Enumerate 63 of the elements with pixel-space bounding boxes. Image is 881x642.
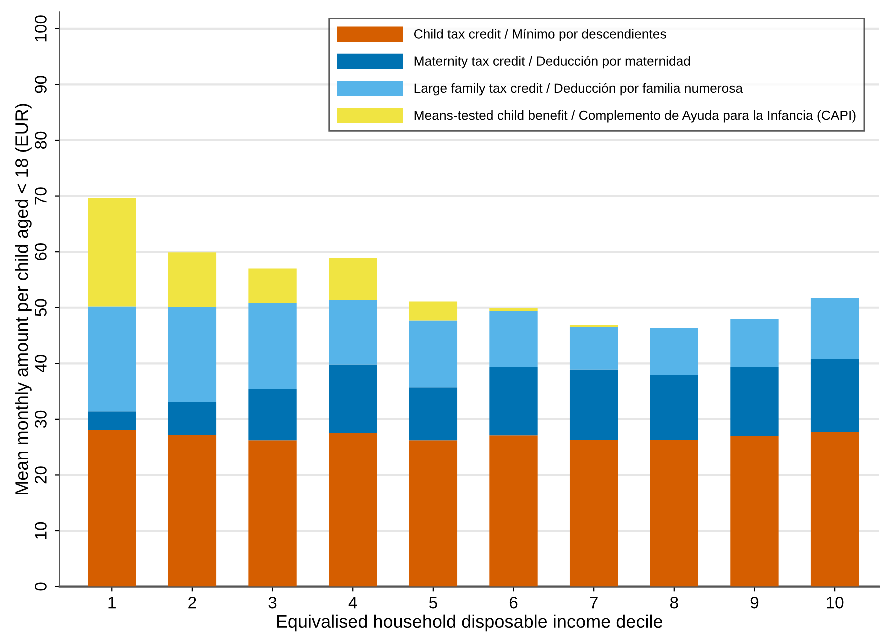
x-tick-label: 9 bbox=[750, 596, 759, 609]
bar bbox=[490, 436, 538, 587]
x-tick-label: 4 bbox=[348, 597, 358, 609]
bar bbox=[88, 306, 136, 412]
y-tick-label: 90 bbox=[35, 76, 47, 94]
y-axis-title: Mean monthly amount per child aged < 18 (EUR) bbox=[15, 104, 32, 494]
x-tick-label: 1 bbox=[108, 597, 116, 609]
y-tick-label: 70 bbox=[35, 188, 47, 205]
bar bbox=[248, 303, 297, 390]
x-axis-title: Equivalised household disposable income decile bbox=[277, 614, 663, 632]
bar bbox=[810, 432, 860, 587]
legend-label: Maternity tax credit / Deducción por maternidad bbox=[414, 56, 690, 69]
bar bbox=[329, 364, 378, 434]
legend-label: Large family tax credit / Deducción por familia numerosa bbox=[414, 83, 744, 96]
bar bbox=[810, 359, 860, 432]
bar bbox=[730, 366, 779, 436]
bar bbox=[248, 440, 297, 587]
bar bbox=[168, 307, 217, 402]
y-tick-label: 10 bbox=[35, 522, 47, 539]
bar bbox=[730, 319, 779, 367]
y-tick-label: 50 bbox=[35, 299, 47, 316]
x-tick-label: 8 bbox=[670, 596, 678, 609]
bar bbox=[329, 258, 378, 300]
bar bbox=[650, 328, 699, 376]
x-tick-label: 10 bbox=[827, 596, 844, 609]
bar bbox=[329, 433, 378, 587]
bar bbox=[168, 435, 217, 587]
legend-label: Child tax credit / Mínimo por descendientes bbox=[414, 29, 666, 42]
bar bbox=[88, 412, 136, 430]
legend-label: Means-tested child benefit / Complemento de Ayuda para la Infancia (CAPI) bbox=[414, 110, 856, 123]
y-tick-label: 100 bbox=[35, 16, 47, 42]
bar bbox=[810, 298, 860, 360]
y-tick-label: 80 bbox=[35, 132, 47, 150]
bar bbox=[570, 370, 618, 440]
bar bbox=[730, 436, 779, 587]
y-tick-label: 30 bbox=[35, 410, 47, 428]
x-tick-label: 6 bbox=[510, 596, 518, 609]
y-tick-label: 0 bbox=[35, 582, 47, 591]
x-tick-label: 5 bbox=[429, 597, 438, 609]
bar bbox=[570, 440, 618, 587]
bar bbox=[409, 302, 458, 321]
bar bbox=[650, 440, 699, 587]
bar bbox=[409, 440, 458, 587]
x-tick-label: 3 bbox=[268, 596, 277, 609]
bar bbox=[248, 389, 297, 441]
x-tick-label: 7 bbox=[590, 597, 598, 609]
bar bbox=[168, 252, 217, 308]
bar bbox=[88, 198, 136, 307]
bar bbox=[168, 402, 217, 436]
bar bbox=[248, 268, 297, 304]
x-tick-label: 2 bbox=[188, 596, 196, 609]
y-tick-label: 40 bbox=[35, 355, 47, 373]
bar bbox=[329, 300, 378, 365]
bar bbox=[88, 430, 136, 587]
bar bbox=[650, 375, 699, 440]
bar bbox=[490, 308, 538, 312]
bar bbox=[409, 388, 458, 441]
bar bbox=[490, 311, 538, 368]
y-tick-label: 20 bbox=[35, 466, 47, 484]
y-tick-label: 60 bbox=[35, 243, 47, 260]
bar bbox=[409, 320, 458, 388]
bar bbox=[570, 327, 618, 370]
bar bbox=[490, 368, 538, 436]
